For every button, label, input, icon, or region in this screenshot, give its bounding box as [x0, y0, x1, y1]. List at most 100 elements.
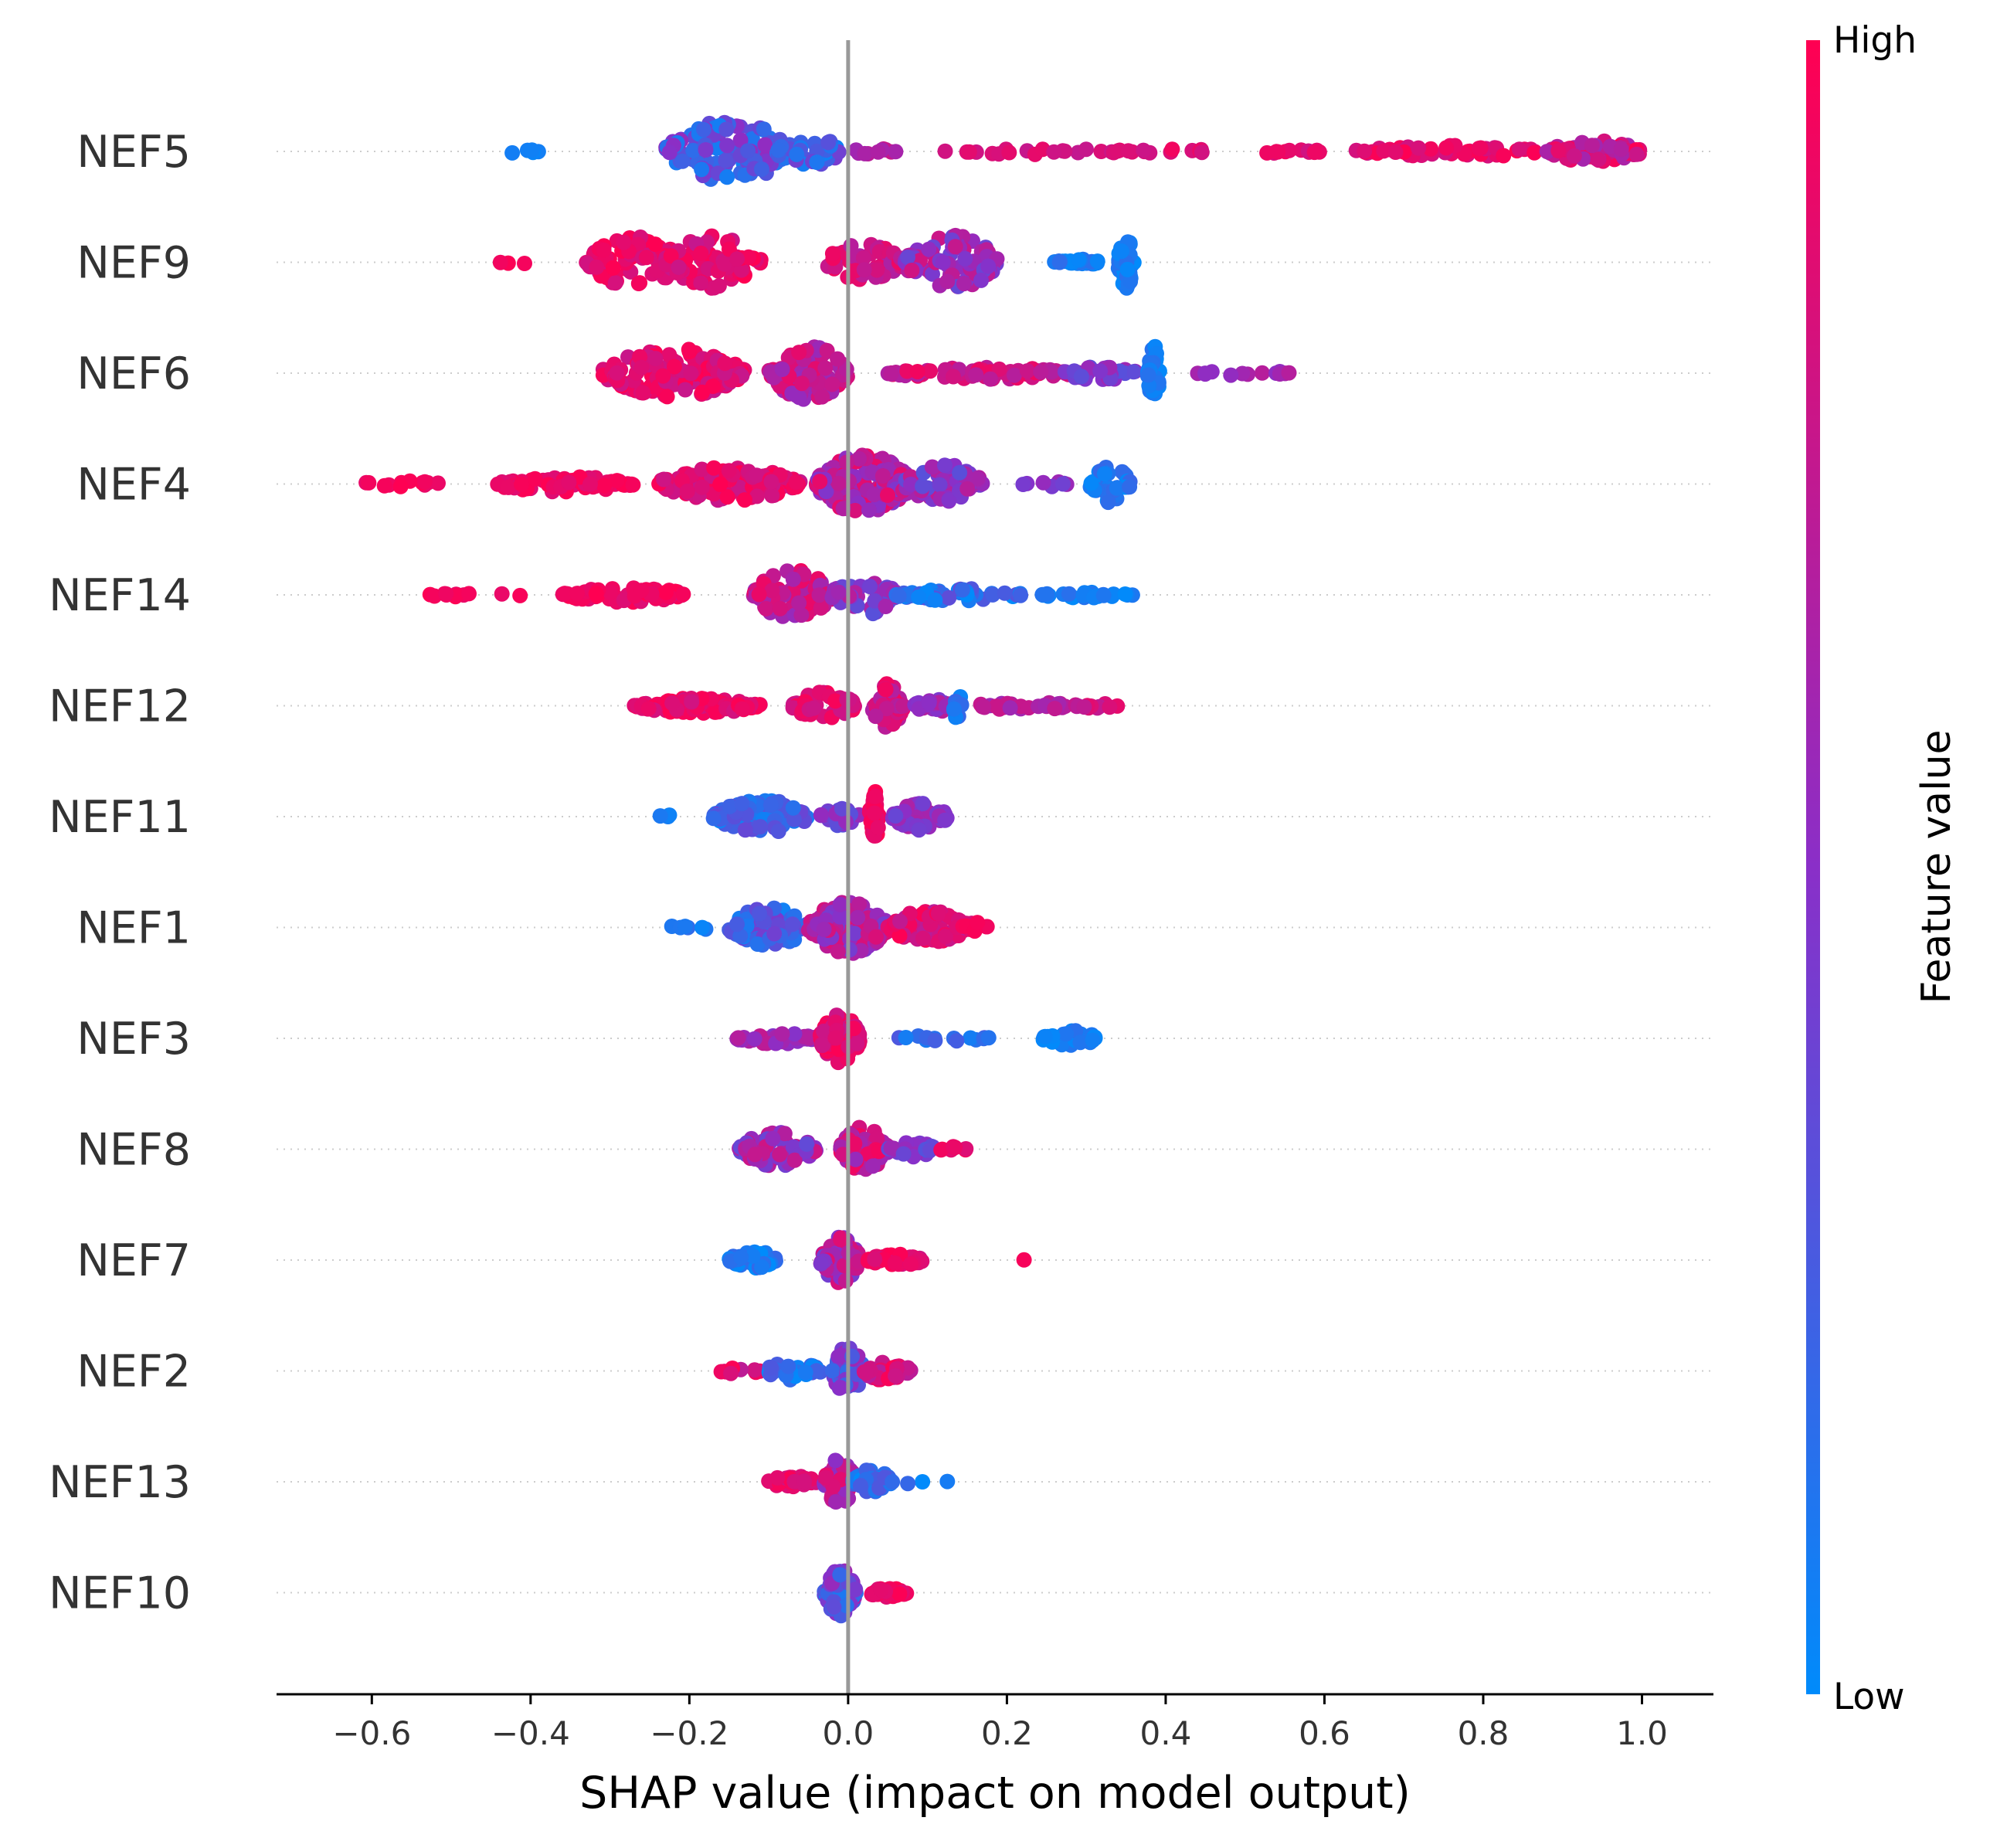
data-point: [786, 1152, 803, 1168]
data-point: [963, 1030, 979, 1046]
data-point: [494, 586, 510, 602]
data-point: [1539, 144, 1555, 160]
data-point: [758, 600, 774, 617]
data-point: [746, 1362, 762, 1378]
data-point: [772, 600, 788, 617]
data-point: [693, 275, 709, 291]
data-point: [793, 375, 810, 392]
data-point: [719, 169, 735, 185]
data-point: [1526, 144, 1543, 161]
data-point: [1550, 143, 1567, 159]
data-point: [832, 1567, 848, 1583]
data-point: [806, 700, 822, 716]
data-point: [754, 161, 769, 177]
data-point: [1083, 475, 1099, 491]
data-point: [765, 1130, 781, 1147]
data-point: [847, 1151, 864, 1167]
colorbar-low-label: Low: [1833, 1676, 1905, 1718]
data-point: [1117, 586, 1133, 602]
data-point: [763, 474, 779, 490]
data-point: [956, 276, 972, 292]
data-point: [817, 1469, 834, 1486]
x-tick-label: 0.8: [1458, 1714, 1509, 1752]
data-point: [719, 489, 735, 505]
data-point: [830, 351, 846, 367]
data-point: [1566, 148, 1582, 164]
feature-label: NEF2: [76, 1347, 191, 1398]
data-point: [729, 251, 745, 267]
data-point: [1590, 151, 1606, 168]
data-point: [830, 943, 846, 960]
x-tick-label: 0.4: [1140, 1714, 1192, 1752]
data-point: [902, 1256, 919, 1272]
data-point: [698, 142, 714, 158]
data-point: [922, 363, 939, 379]
data-point: [946, 369, 961, 385]
data-point: [1013, 587, 1029, 603]
data-point: [847, 502, 863, 518]
data-point: [939, 273, 956, 290]
data-point: [633, 359, 650, 375]
data-point: [733, 1249, 749, 1265]
data-point: [685, 142, 701, 158]
data-point: [517, 256, 532, 271]
data-point: [694, 161, 710, 178]
data-point: [1016, 1252, 1032, 1268]
data-point: [1126, 364, 1142, 380]
data-point: [638, 250, 654, 266]
data-point: [1122, 273, 1139, 290]
data-point: [392, 478, 409, 494]
data-point: [1254, 365, 1270, 381]
data-point: [888, 1367, 904, 1384]
data-point: [938, 929, 953, 945]
data-point: [607, 275, 623, 291]
data-point: [1282, 142, 1297, 158]
data-point: [788, 474, 804, 491]
data-point: [652, 808, 668, 824]
data-point: [856, 262, 872, 278]
data-point: [850, 909, 866, 926]
data-point: [789, 146, 805, 162]
data-point: [927, 1032, 943, 1048]
data-point: [747, 1147, 763, 1163]
data-point: [706, 460, 722, 476]
data-point: [820, 134, 837, 151]
data-point: [712, 476, 728, 492]
data-point: [915, 478, 931, 494]
data-point: [667, 358, 682, 375]
feature-label: NEF1: [76, 903, 191, 954]
data-point: [730, 1030, 746, 1046]
data-point: [891, 588, 907, 604]
data-point: [589, 259, 605, 275]
data-point: [1001, 144, 1017, 161]
data-point: [677, 382, 693, 398]
data-point: [1007, 367, 1022, 383]
data-point: [492, 254, 508, 270]
data-point: [1044, 364, 1060, 380]
data-point: [834, 800, 850, 817]
data-point: [1078, 141, 1094, 158]
data-point: [827, 1452, 844, 1469]
data-point: [952, 464, 968, 481]
data-point: [976, 699, 992, 715]
data-point: [937, 143, 953, 159]
data-point: [991, 361, 1007, 377]
data-point: [900, 1476, 916, 1492]
data-point: [694, 461, 710, 477]
data-point: [983, 371, 998, 387]
x-tick-label: −0.4: [491, 1714, 570, 1752]
data-point: [749, 467, 765, 484]
data-point: [1496, 148, 1512, 164]
data-point: [785, 571, 801, 587]
data-point: [985, 586, 1000, 603]
data-point: [603, 584, 618, 600]
data-point: [675, 586, 691, 603]
data-point: [664, 695, 681, 712]
data-point: [832, 896, 848, 912]
data-point: [655, 368, 671, 384]
data-point: [824, 246, 840, 262]
data-point: [849, 1035, 865, 1051]
data-point: [941, 492, 957, 508]
data-point: [861, 502, 877, 518]
data-point: [915, 1474, 931, 1490]
